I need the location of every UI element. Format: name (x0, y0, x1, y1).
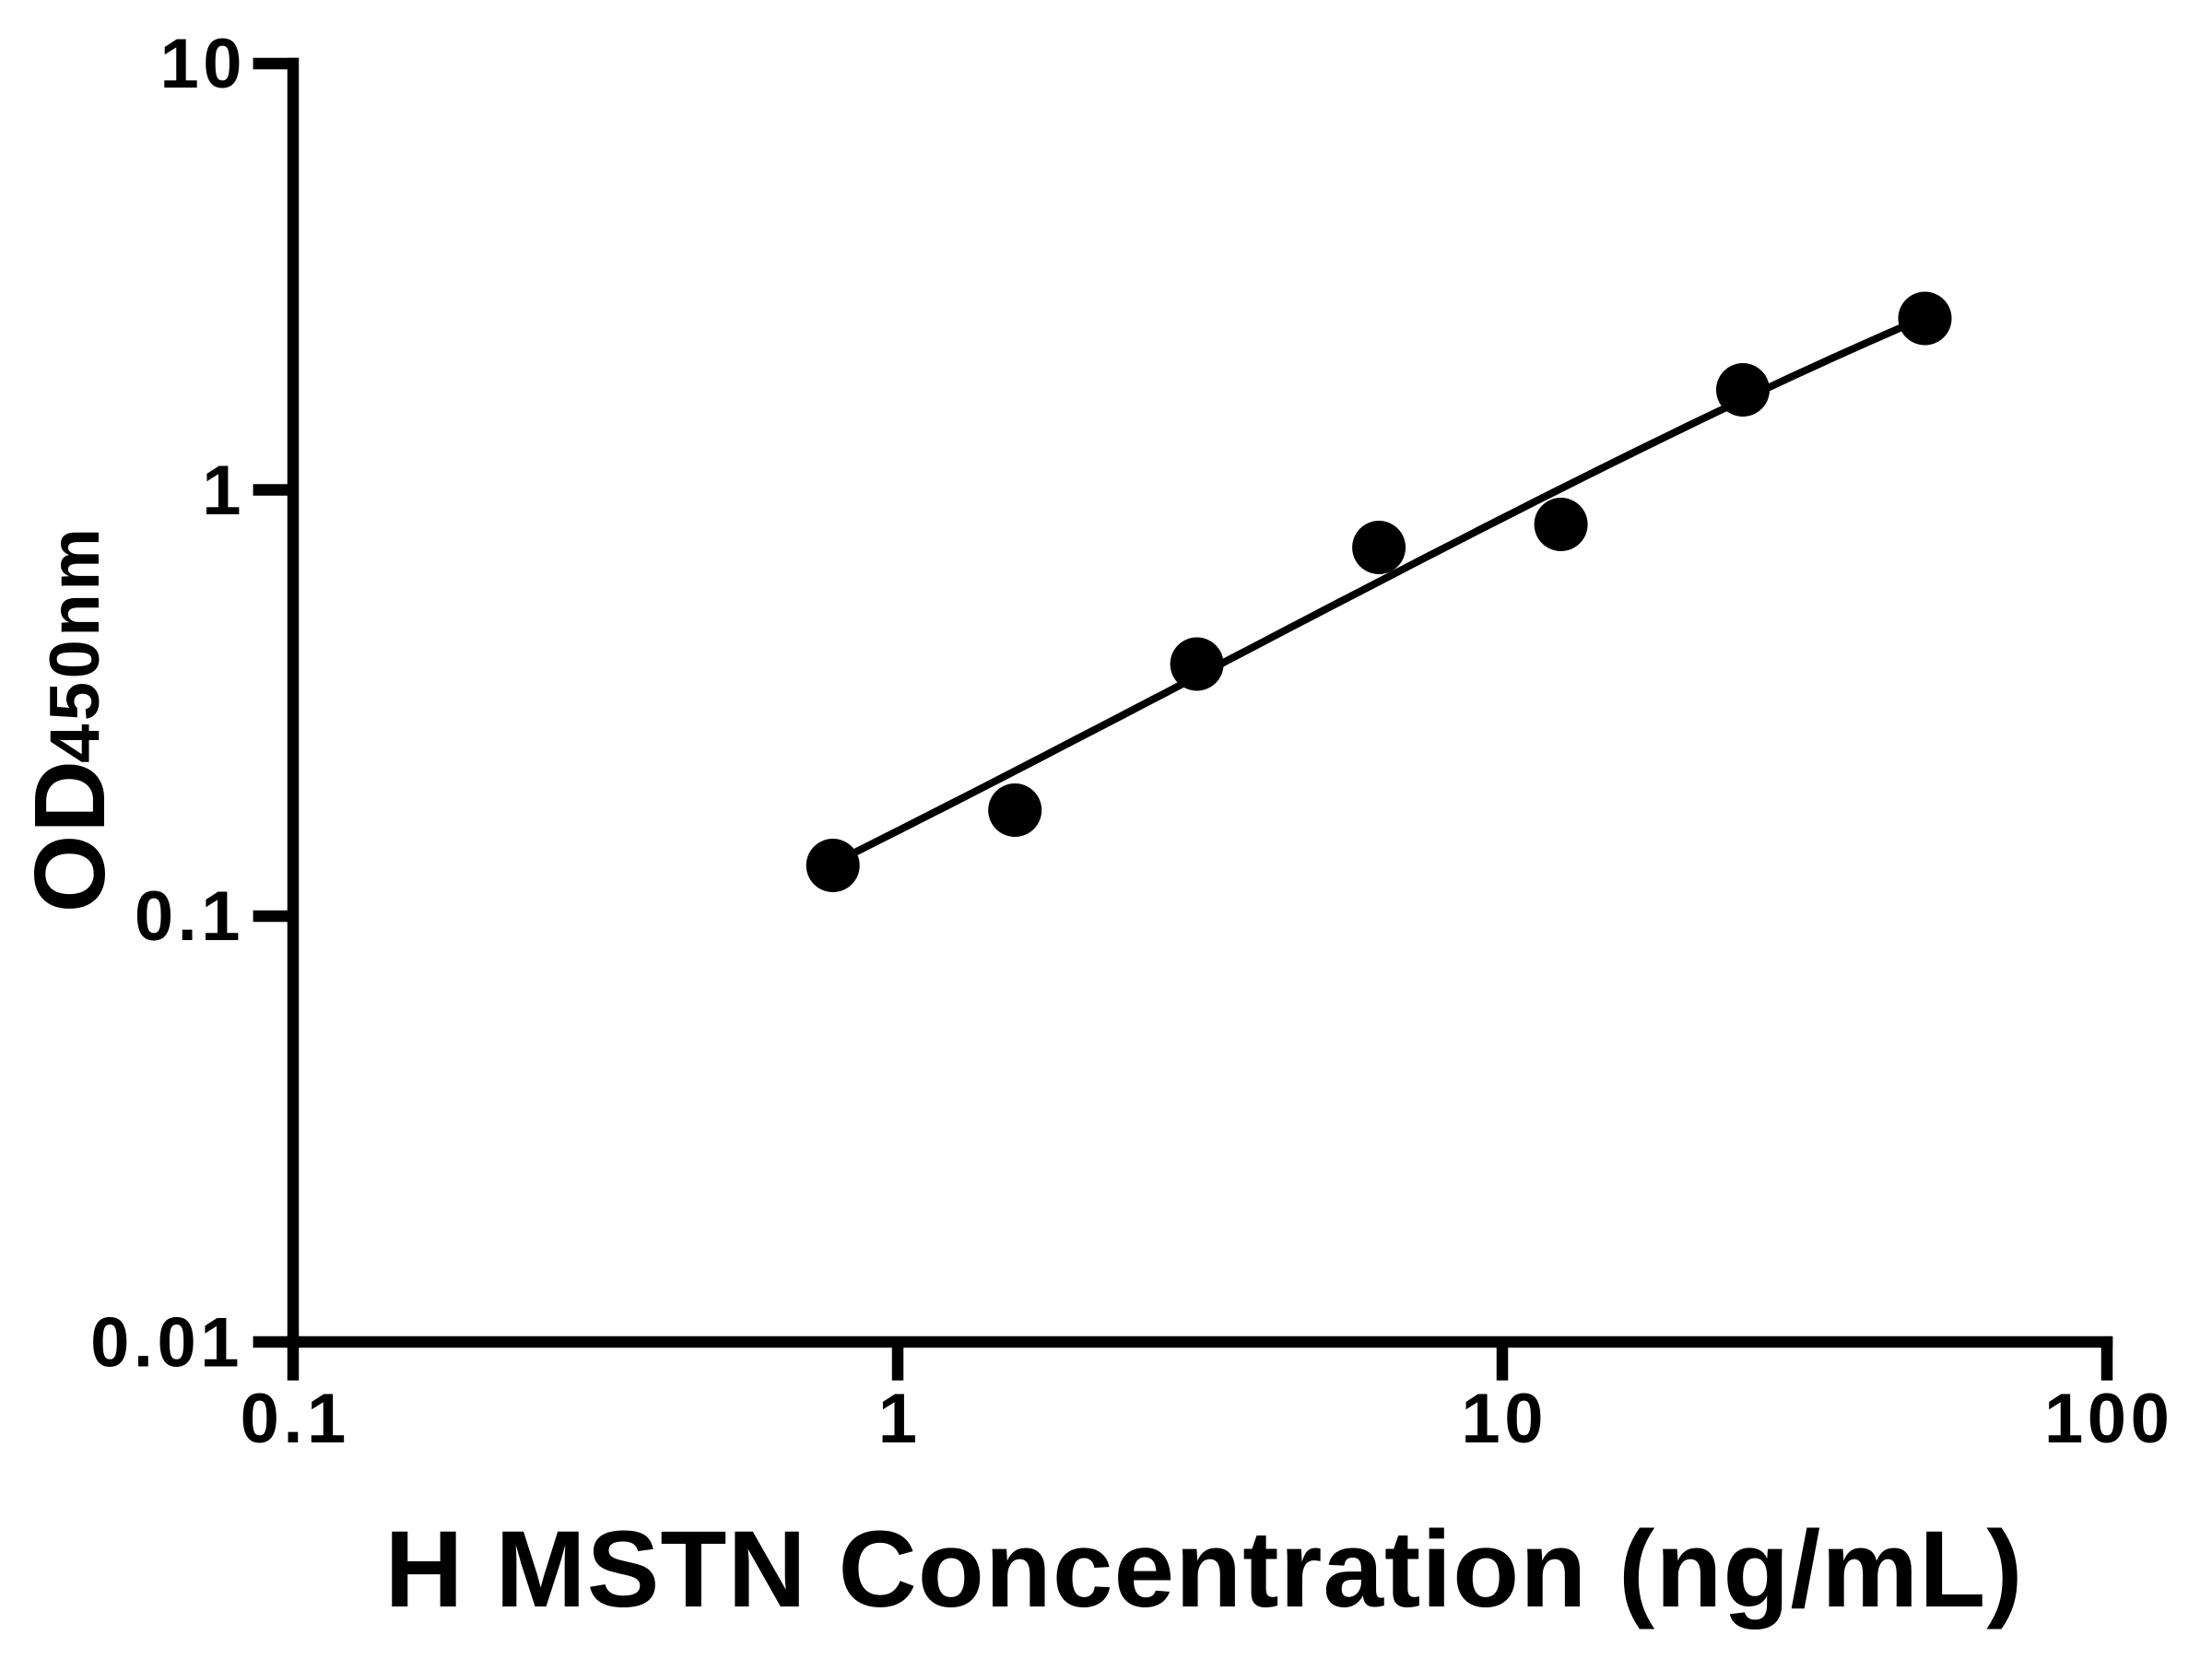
svg-text:0.01: 0.01 (90, 1304, 243, 1382)
svg-text:10: 10 (159, 25, 246, 103)
svg-text:10: 10 (1461, 1380, 1547, 1458)
svg-text:0.1: 0.1 (241, 1380, 350, 1458)
svg-text:100: 100 (2044, 1380, 2173, 1458)
svg-text:1: 1 (202, 452, 245, 530)
svg-text:H MSTN Concentration (ng/mL): H MSTN Concentration (ng/mL) (384, 1509, 2023, 1630)
svg-text:0.1: 0.1 (135, 877, 244, 956)
svg-text:1: 1 (878, 1380, 922, 1458)
